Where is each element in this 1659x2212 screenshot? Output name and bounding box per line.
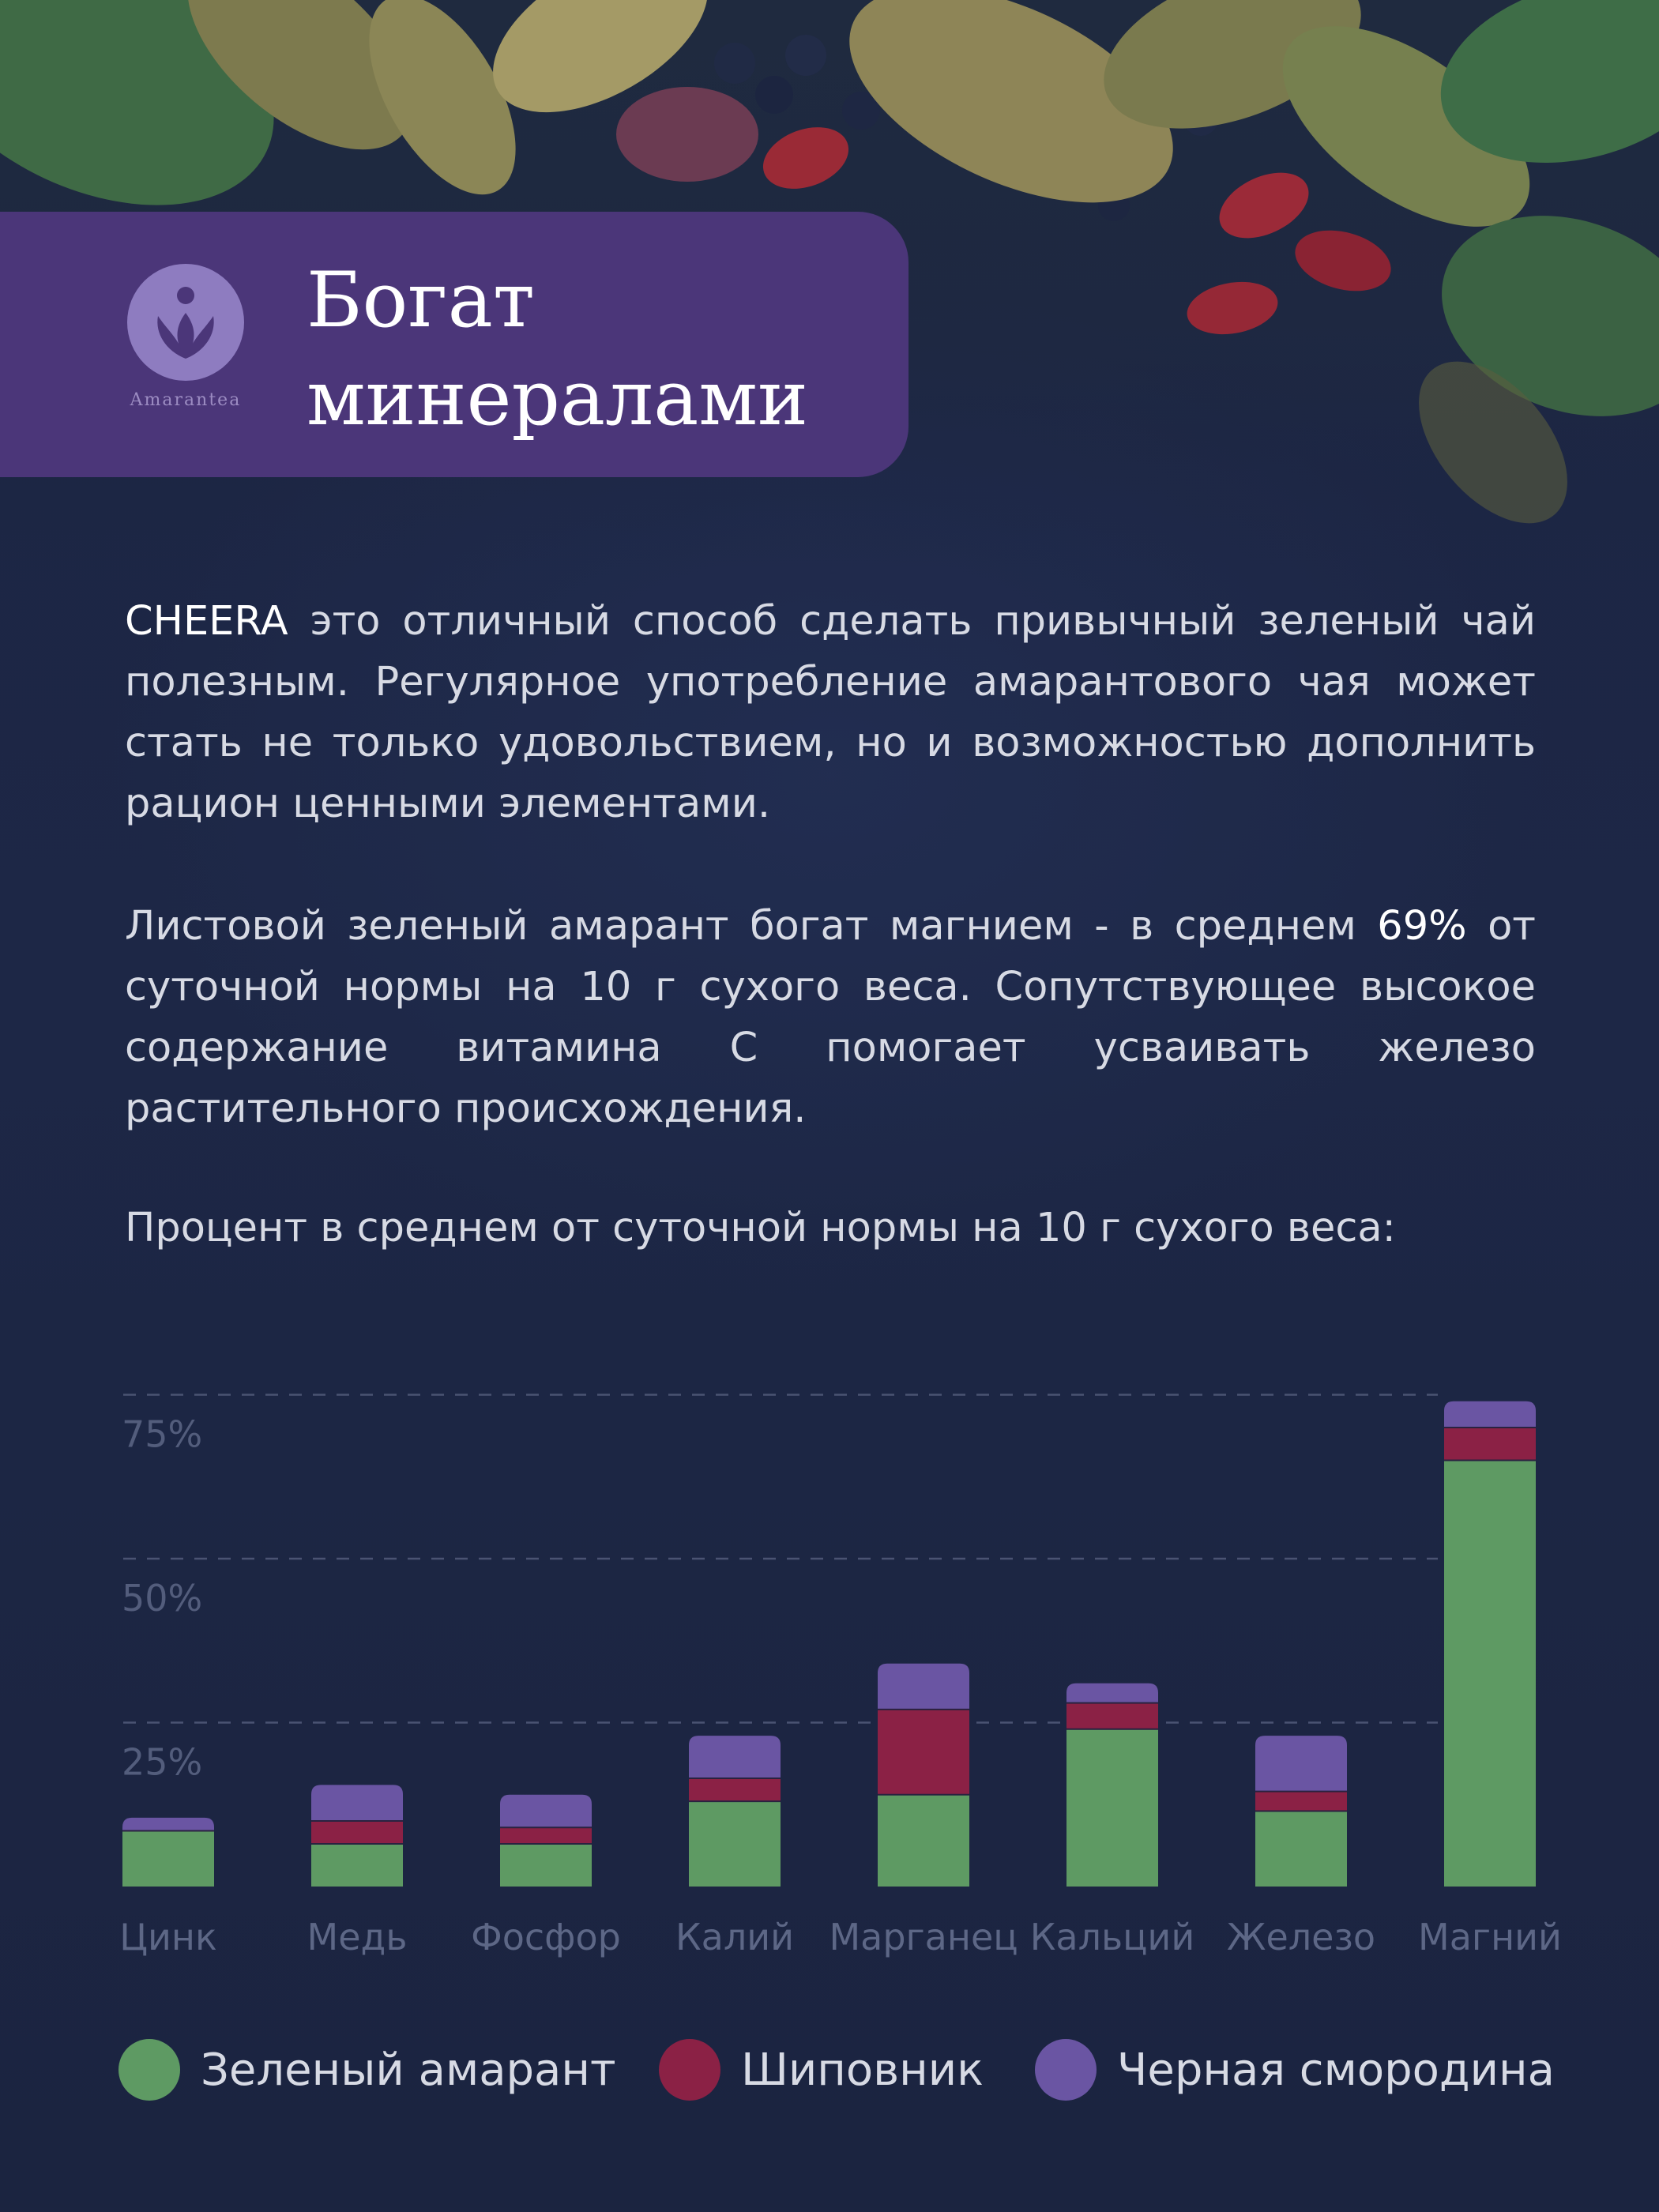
bar-1-series-1 <box>311 1821 403 1845</box>
bar-2-series-0 <box>500 1844 592 1887</box>
minerals-bar-chart: 25% 50% 75% Цинк Медь Фосфор Калий Марганец Каль… <box>119 1394 1562 1958</box>
x-tick-label-7: Магний <box>1418 1916 1562 1958</box>
bar-1-series-0 <box>311 1844 403 1887</box>
bar-2-series-1 <box>500 1827 592 1845</box>
legend-item-rosehip: Шиповник <box>659 2038 984 2101</box>
bar-7-series-1 <box>1444 1428 1536 1461</box>
legend-dot-red <box>659 2039 720 2101</box>
bar-2-series-2 <box>500 1794 592 1828</box>
y-tick-label-50: 50% <box>122 1577 202 1620</box>
x-tick-label-1: Медь <box>307 1916 408 1958</box>
logo-text: Amarantea <box>130 390 242 410</box>
bar-7-series-0 <box>1444 1460 1536 1887</box>
magnesium-text-before: Листовой зеленый амарант богат магнием -… <box>125 903 1378 950</box>
bar-0-series-0 <box>122 1830 214 1887</box>
page-title: Богат минералами <box>307 251 891 447</box>
bar-0-series-2 <box>122 1817 214 1831</box>
x-tick-label-6: Железо <box>1227 1916 1375 1958</box>
legend-dot-purple <box>1035 2039 1097 2101</box>
bar-6-series-1 <box>1255 1791 1347 1811</box>
bar-3-series-1 <box>689 1778 781 1802</box>
brand-name: CHEERA <box>125 598 288 645</box>
x-tick-label-0: Цинк <box>119 1916 216 1958</box>
legend-item-blackcurrant: Черная смородина <box>1035 2038 1555 2101</box>
y-tick-label-75: 75% <box>122 1413 202 1456</box>
intro-paragraph: CHEERA это отличный способ сделать привы… <box>125 591 1536 834</box>
bar-4-series-2 <box>878 1663 969 1710</box>
chart-caption: Процент в среднем от суточной нормы на 1… <box>125 1205 1396 1251</box>
bar-7-series-2 <box>1444 1401 1536 1428</box>
bar-5-series-1 <box>1066 1702 1158 1729</box>
x-tick-label-3: Калий <box>675 1916 794 1958</box>
x-tick-label-2: Фосфор <box>471 1916 621 1958</box>
bar-6-series-2 <box>1255 1736 1347 1792</box>
legend-label-green-amaranth: Зеленый амарант <box>201 2044 616 2096</box>
magnesium-highlight: 69% <box>1377 903 1467 950</box>
magnesium-paragraph: Листовой зеленый амарант богат магнием -… <box>125 896 1536 1139</box>
bar-3-series-0 <box>689 1801 781 1887</box>
bar-5-series-2 <box>1066 1683 1158 1703</box>
intro-text: это отличный способ сделать привычный зе… <box>125 598 1536 827</box>
legend-item-green-amaranth: Зеленый амарант <box>118 2038 616 2101</box>
bar-4-series-1 <box>878 1709 969 1795</box>
x-tick-label-5: Кальций <box>1030 1916 1194 1958</box>
bar-5-series-0 <box>1066 1729 1158 1887</box>
legend-label-rosehip: Шиповник <box>741 2044 984 2096</box>
amarantea-logo-icon <box>127 264 244 381</box>
magnesium-text-after: от суточной нормы на 10 г сухого веса. С… <box>125 903 1536 1132</box>
bar-3-series-2 <box>689 1736 781 1779</box>
x-tick-label-4: Марганец <box>829 1916 1018 1958</box>
legend-dot-green <box>118 2039 180 2101</box>
bar-6-series-0 <box>1255 1811 1347 1887</box>
bar-4-series-0 <box>878 1794 969 1887</box>
title-line-2: минералами <box>307 354 809 442</box>
y-tick-label-25: 25% <box>122 1741 202 1784</box>
bar-1-series-2 <box>311 1785 403 1821</box>
legend-label-blackcurrant: Черная смородина <box>1117 2044 1555 2096</box>
title-line-1: Богат <box>307 256 535 344</box>
